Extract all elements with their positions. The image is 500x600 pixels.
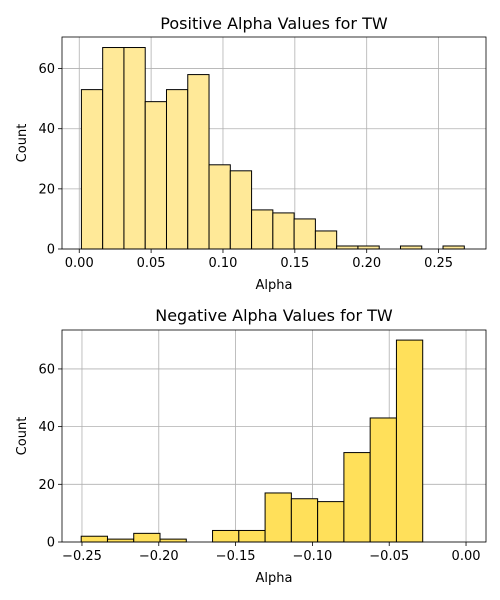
histogram-bar: [265, 493, 291, 542]
histogram-bar: [370, 418, 396, 542]
x-axis-label: Alpha: [256, 278, 293, 293]
y-axis-label: Count: [15, 124, 30, 163]
positive-alpha-histogram: 0.00 0.05 0.10 0.15 0.20 0.25 0 20 40 60 Positiv…: [15, 14, 486, 293]
histogram-bar: [188, 75, 209, 249]
histogram-bar: [160, 539, 186, 542]
histogram-bar: [396, 340, 422, 542]
histogram-bar: [81, 90, 102, 249]
histogram-bar: [337, 246, 358, 249]
y-tick-label: 20: [38, 182, 55, 197]
y-tick-label: 60: [38, 62, 55, 77]
histogram-bar: [209, 165, 230, 249]
histogram-bar: [344, 453, 370, 542]
x-axis-ticks: 0.00 0.05 0.10 0.15 0.20 0.25: [65, 249, 453, 271]
x-tick-label: −0.20: [139, 549, 179, 564]
x-tick-label: 0.00: [65, 256, 94, 271]
histogram-bars: [81, 340, 423, 542]
y-tick-label: 20: [38, 478, 55, 493]
histogram-bar: [273, 213, 294, 249]
x-tick-label: 0.00: [452, 549, 481, 564]
y-axis-ticks: 0 20 40 60: [38, 62, 62, 257]
histogram-bar: [291, 499, 317, 542]
histogram-bar: [358, 246, 379, 249]
histogram-bar: [252, 210, 273, 249]
histogram-bar: [318, 502, 344, 542]
x-axis-ticks: −0.25 −0.20 −0.15 −0.10 −0.05 0.00: [62, 542, 480, 564]
histogram-bar: [213, 530, 239, 542]
x-axis-label: Alpha: [256, 571, 293, 586]
histogram-bar: [124, 48, 145, 249]
histogram-bar: [443, 246, 464, 249]
x-tick-label: −0.25: [62, 549, 102, 564]
y-tick-label: 40: [38, 122, 55, 137]
y-tick-label: 60: [38, 362, 55, 377]
y-axis-ticks: 0 20 40 60: [38, 362, 62, 550]
x-tick-label: −0.05: [369, 549, 409, 564]
chart-title: Positive Alpha Values for TW: [160, 14, 388, 33]
histogram-bar: [145, 102, 166, 249]
x-tick-label: −0.15: [216, 549, 256, 564]
histogram-bar: [107, 539, 133, 542]
y-tick-label: 0: [47, 243, 55, 258]
y-axis-label: Count: [15, 417, 30, 456]
histogram-bar: [315, 231, 336, 249]
x-tick-label: 0.15: [280, 256, 309, 271]
x-tick-label: −0.10: [292, 549, 332, 564]
histogram-bar: [239, 530, 265, 542]
chart-title: Negative Alpha Values for TW: [155, 306, 393, 325]
histogram-bar: [230, 171, 251, 249]
x-tick-label: 0.10: [208, 256, 237, 271]
y-tick-label: 40: [38, 420, 55, 435]
y-tick-label: 0: [47, 536, 55, 551]
histogram-bar: [81, 536, 107, 542]
x-tick-label: 0.20: [352, 256, 381, 271]
negative-alpha-histogram: −0.25 −0.20 −0.15 −0.10 −0.05 0.00 0 20 40 60 Ne…: [15, 306, 486, 586]
histogram-bar: [134, 533, 160, 542]
histogram-bar: [400, 246, 421, 249]
histogram-bar: [294, 219, 315, 249]
x-tick-label: 0.25: [424, 256, 453, 271]
x-tick-label: 0.05: [137, 256, 166, 271]
histogram-bar: [103, 48, 124, 249]
histogram-bar: [166, 90, 187, 249]
histogram-bars: [81, 48, 464, 249]
